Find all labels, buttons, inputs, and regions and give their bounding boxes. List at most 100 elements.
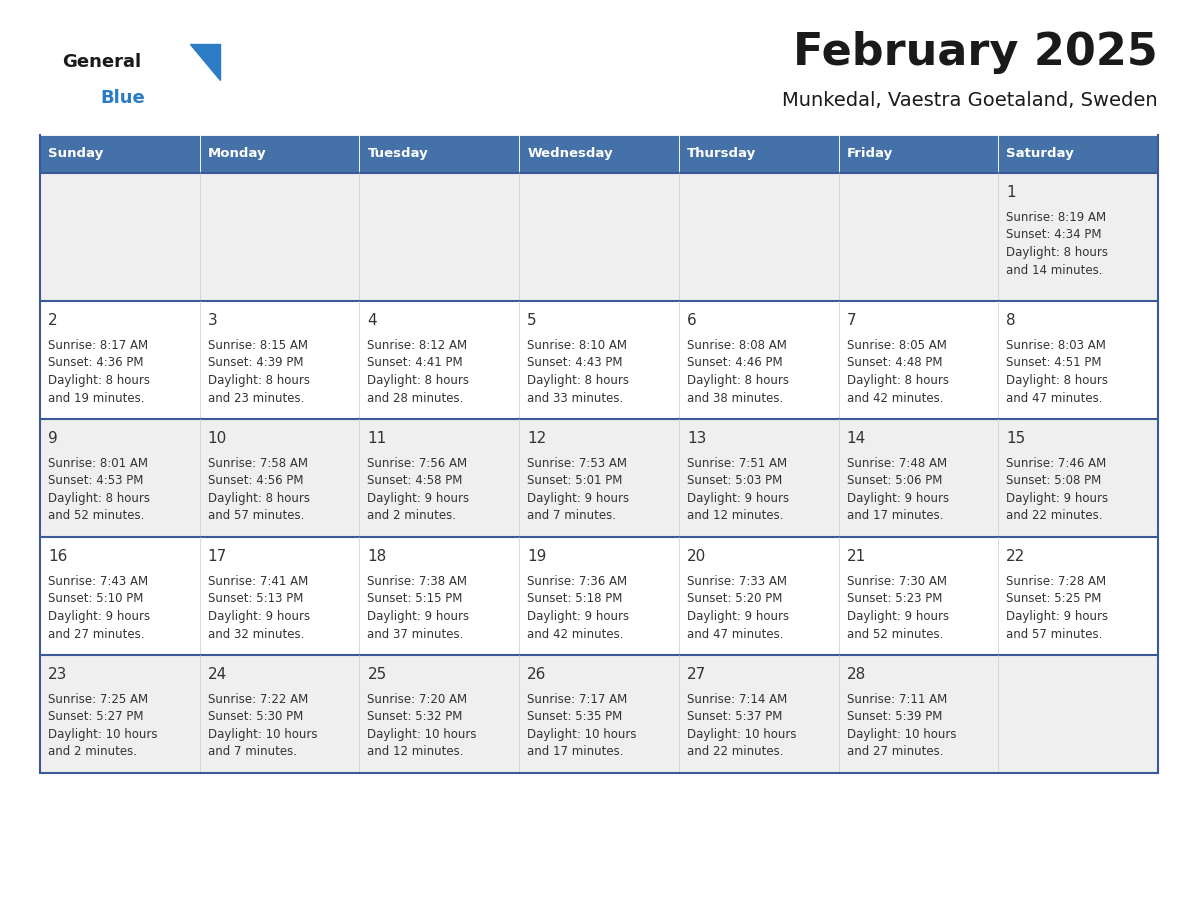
Text: 19: 19 — [527, 549, 546, 564]
Text: and 23 minutes.: and 23 minutes. — [208, 391, 304, 405]
Text: 24: 24 — [208, 667, 227, 682]
Text: and 2 minutes.: and 2 minutes. — [367, 509, 456, 522]
Text: 25: 25 — [367, 667, 386, 682]
Text: Saturday: Saturday — [1006, 148, 1074, 161]
Text: Sunrise: 7:11 AM: Sunrise: 7:11 AM — [847, 693, 947, 706]
Text: Daylight: 9 hours: Daylight: 9 hours — [367, 492, 469, 505]
Text: Daylight: 9 hours: Daylight: 9 hours — [527, 610, 630, 623]
Text: Daylight: 8 hours: Daylight: 8 hours — [208, 492, 310, 505]
Text: Sunrise: 7:43 AM: Sunrise: 7:43 AM — [48, 575, 148, 588]
Text: Sunset: 5:30 PM: Sunset: 5:30 PM — [208, 711, 303, 723]
Text: Sunrise: 8:10 AM: Sunrise: 8:10 AM — [527, 339, 627, 352]
Text: Blue: Blue — [100, 89, 145, 107]
Text: Sunset: 5:35 PM: Sunset: 5:35 PM — [527, 711, 623, 723]
Text: Sunrise: 7:38 AM: Sunrise: 7:38 AM — [367, 575, 467, 588]
Text: and 57 minutes.: and 57 minutes. — [208, 509, 304, 522]
Text: Daylight: 9 hours: Daylight: 9 hours — [48, 610, 150, 623]
Text: Sunrise: 7:17 AM: Sunrise: 7:17 AM — [527, 693, 627, 706]
Text: and 14 minutes.: and 14 minutes. — [1006, 263, 1102, 276]
Text: Sunrise: 7:22 AM: Sunrise: 7:22 AM — [208, 693, 308, 706]
Text: and 47 minutes.: and 47 minutes. — [687, 628, 783, 641]
Text: 1: 1 — [1006, 185, 1016, 200]
Text: and 22 minutes.: and 22 minutes. — [1006, 509, 1102, 522]
Text: 17: 17 — [208, 549, 227, 564]
Text: 28: 28 — [847, 667, 866, 682]
Text: and 47 minutes.: and 47 minutes. — [1006, 391, 1102, 405]
Text: Sunrise: 7:20 AM: Sunrise: 7:20 AM — [367, 693, 468, 706]
Text: Daylight: 8 hours: Daylight: 8 hours — [847, 374, 948, 387]
Text: Sunrise: 7:25 AM: Sunrise: 7:25 AM — [48, 693, 148, 706]
Text: Daylight: 8 hours: Daylight: 8 hours — [687, 374, 789, 387]
Text: Sunrise: 8:03 AM: Sunrise: 8:03 AM — [1006, 339, 1106, 352]
Text: 8: 8 — [1006, 313, 1016, 328]
Text: Sunset: 5:39 PM: Sunset: 5:39 PM — [847, 711, 942, 723]
Text: Sunset: 4:43 PM: Sunset: 4:43 PM — [527, 356, 623, 370]
Text: February 2025: February 2025 — [794, 30, 1158, 73]
Bar — [40, 135, 200, 173]
Bar — [200, 135, 360, 173]
Text: Sunrise: 8:15 AM: Sunrise: 8:15 AM — [208, 339, 308, 352]
Text: Sunset: 4:36 PM: Sunset: 4:36 PM — [48, 356, 144, 370]
Text: Sunrise: 8:17 AM: Sunrise: 8:17 AM — [48, 339, 148, 352]
Text: General: General — [62, 53, 141, 71]
Text: Sunrise: 7:53 AM: Sunrise: 7:53 AM — [527, 457, 627, 470]
Text: 16: 16 — [48, 549, 68, 564]
Text: and 42 minutes.: and 42 minutes. — [527, 628, 624, 641]
Text: Daylight: 8 hours: Daylight: 8 hours — [208, 374, 310, 387]
Text: Sunset: 5:23 PM: Sunset: 5:23 PM — [847, 592, 942, 606]
Text: Friday: Friday — [847, 148, 893, 161]
Text: and 19 minutes.: and 19 minutes. — [48, 391, 145, 405]
Text: Sunset: 5:01 PM: Sunset: 5:01 PM — [527, 475, 623, 487]
Polygon shape — [190, 44, 220, 80]
Text: Sunrise: 8:08 AM: Sunrise: 8:08 AM — [687, 339, 786, 352]
Text: and 27 minutes.: and 27 minutes. — [847, 745, 943, 758]
Text: and 12 minutes.: and 12 minutes. — [367, 745, 465, 758]
Text: 21: 21 — [847, 549, 866, 564]
Text: Wednesday: Wednesday — [527, 148, 613, 161]
Bar — [40, 419, 1158, 537]
Text: and 28 minutes.: and 28 minutes. — [367, 391, 463, 405]
Text: 11: 11 — [367, 431, 386, 446]
Text: and 7 minutes.: and 7 minutes. — [208, 745, 297, 758]
Text: and 37 minutes.: and 37 minutes. — [367, 628, 463, 641]
Bar — [839, 135, 998, 173]
Bar — [40, 301, 1158, 419]
Text: Sunrise: 7:46 AM: Sunrise: 7:46 AM — [1006, 457, 1106, 470]
Text: and 52 minutes.: and 52 minutes. — [847, 628, 943, 641]
Text: Daylight: 8 hours: Daylight: 8 hours — [1006, 246, 1108, 259]
Bar — [360, 135, 519, 173]
Text: Daylight: 9 hours: Daylight: 9 hours — [527, 492, 630, 505]
Text: 13: 13 — [687, 431, 706, 446]
Text: Sunset: 4:39 PM: Sunset: 4:39 PM — [208, 356, 303, 370]
Text: Sunset: 4:56 PM: Sunset: 4:56 PM — [208, 475, 303, 487]
Text: Sunset: 4:51 PM: Sunset: 4:51 PM — [1006, 356, 1101, 370]
Bar — [40, 173, 1158, 301]
Text: 7: 7 — [847, 313, 857, 328]
Text: 2: 2 — [48, 313, 57, 328]
Text: Daylight: 10 hours: Daylight: 10 hours — [527, 728, 637, 741]
Text: 4: 4 — [367, 313, 377, 328]
Text: and 38 minutes.: and 38 minutes. — [687, 391, 783, 405]
Text: Daylight: 8 hours: Daylight: 8 hours — [1006, 374, 1108, 387]
Text: Sunrise: 7:51 AM: Sunrise: 7:51 AM — [687, 457, 786, 470]
Text: Sunset: 5:13 PM: Sunset: 5:13 PM — [208, 592, 303, 606]
Bar — [40, 655, 1158, 773]
Text: Sunset: 4:34 PM: Sunset: 4:34 PM — [1006, 229, 1101, 241]
Text: Daylight: 10 hours: Daylight: 10 hours — [687, 728, 796, 741]
Text: Sunrise: 7:58 AM: Sunrise: 7:58 AM — [208, 457, 308, 470]
Text: Daylight: 10 hours: Daylight: 10 hours — [208, 728, 317, 741]
Text: Tuesday: Tuesday — [367, 148, 428, 161]
Text: Sunset: 5:32 PM: Sunset: 5:32 PM — [367, 711, 463, 723]
Text: 26: 26 — [527, 667, 546, 682]
Text: Sunrise: 7:36 AM: Sunrise: 7:36 AM — [527, 575, 627, 588]
Text: Sunrise: 8:19 AM: Sunrise: 8:19 AM — [1006, 211, 1106, 224]
Text: Daylight: 10 hours: Daylight: 10 hours — [847, 728, 956, 741]
Text: Sunset: 5:08 PM: Sunset: 5:08 PM — [1006, 475, 1101, 487]
Text: 22: 22 — [1006, 549, 1025, 564]
Text: 3: 3 — [208, 313, 217, 328]
Text: Thursday: Thursday — [687, 148, 756, 161]
Text: and 17 minutes.: and 17 minutes. — [527, 745, 624, 758]
Text: Daylight: 10 hours: Daylight: 10 hours — [48, 728, 158, 741]
Text: Sunset: 4:53 PM: Sunset: 4:53 PM — [48, 475, 144, 487]
Text: 15: 15 — [1006, 431, 1025, 446]
